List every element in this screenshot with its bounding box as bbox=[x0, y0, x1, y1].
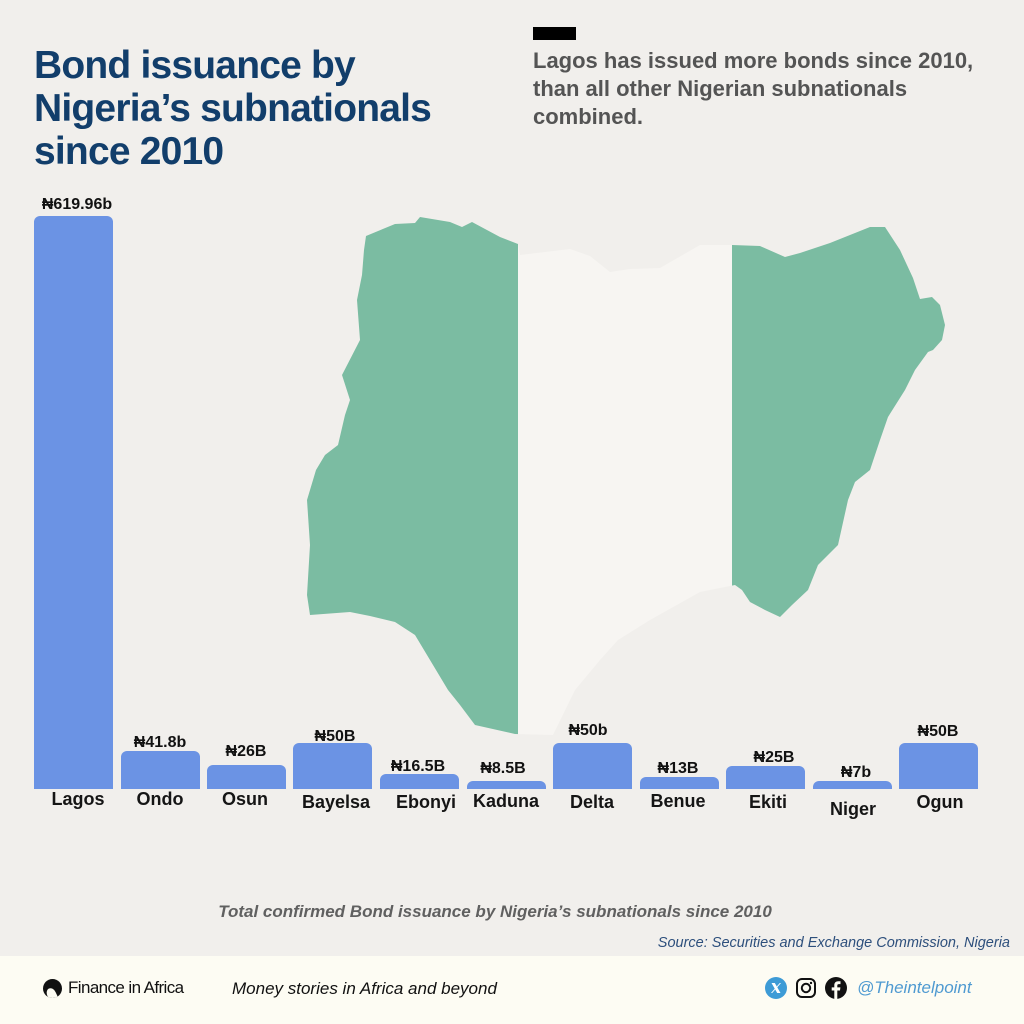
instagram-icon[interactable] bbox=[795, 977, 817, 999]
bar-value-label: ₦16.5B bbox=[390, 758, 446, 775]
bar-value-label: ₦25B bbox=[753, 749, 795, 766]
category-label: Benue bbox=[650, 791, 706, 811]
tagline: Money stories in Africa and beyond bbox=[232, 979, 497, 998]
bar-ogun bbox=[899, 743, 978, 789]
finance-in-africa-logo-icon bbox=[43, 978, 62, 998]
page-subtitle: Lagos has issued more bonds since 2010, … bbox=[533, 48, 974, 129]
bar-value-label: ₦619.96b bbox=[41, 196, 113, 213]
bar-ebonyi bbox=[380, 774, 459, 789]
bar-ondo bbox=[121, 751, 200, 789]
bar-value-label: ₦8.5B bbox=[480, 760, 526, 777]
bar-value-label: ₦50B bbox=[314, 728, 356, 745]
category-label: Kaduna bbox=[472, 791, 539, 811]
category-label: Delta bbox=[569, 792, 614, 812]
category-label: Lagos bbox=[51, 789, 105, 809]
bar-osun bbox=[207, 765, 286, 789]
bar-value-label: ₦50b bbox=[568, 722, 608, 739]
bar-value-label: ₦26B bbox=[225, 743, 267, 760]
category-label: Ondo bbox=[136, 789, 184, 809]
accent-bar bbox=[533, 27, 576, 40]
source-note: Source: Securities and Exchange Commissi… bbox=[657, 935, 1010, 951]
bar-benue bbox=[640, 777, 719, 789]
x-icon[interactable] bbox=[765, 977, 787, 999]
bar-value-label: ₦50B bbox=[917, 723, 959, 740]
facebook-icon[interactable] bbox=[825, 977, 847, 999]
category-label: Ogun bbox=[916, 792, 964, 812]
page-title: Bond issuance by Nigeria’s subnationals … bbox=[34, 44, 432, 173]
category-label: Ekiti bbox=[748, 792, 787, 812]
bar-value-label: ₦13B bbox=[657, 760, 699, 777]
category-label: Bayelsa bbox=[301, 792, 371, 812]
bar-value-label: ₦41.8b bbox=[133, 734, 187, 751]
social-links: @Theintelpoint bbox=[765, 977, 972, 999]
bar-lagos bbox=[34, 216, 113, 789]
social-handle[interactable]: @Theintelpoint bbox=[857, 978, 972, 997]
category-label: Ebonyi bbox=[395, 792, 456, 812]
bar-delta bbox=[553, 743, 632, 789]
bar-ekiti bbox=[726, 766, 805, 789]
bar-value-label: ₦7b bbox=[840, 764, 872, 781]
category-label: Osun bbox=[221, 789, 268, 809]
footer: Finance in Africa Money stories in Afric… bbox=[0, 956, 1024, 1024]
brand[interactable]: Finance in Africa bbox=[43, 978, 184, 998]
brand-name: Finance in Africa bbox=[68, 978, 184, 997]
bar-niger bbox=[813, 781, 892, 789]
category-label: Niger bbox=[829, 799, 876, 819]
bar-bayelsa bbox=[293, 743, 372, 789]
bar-kaduna bbox=[467, 781, 546, 789]
chart-caption: Total confirmed Bond issuance by Nigeria… bbox=[218, 902, 772, 921]
